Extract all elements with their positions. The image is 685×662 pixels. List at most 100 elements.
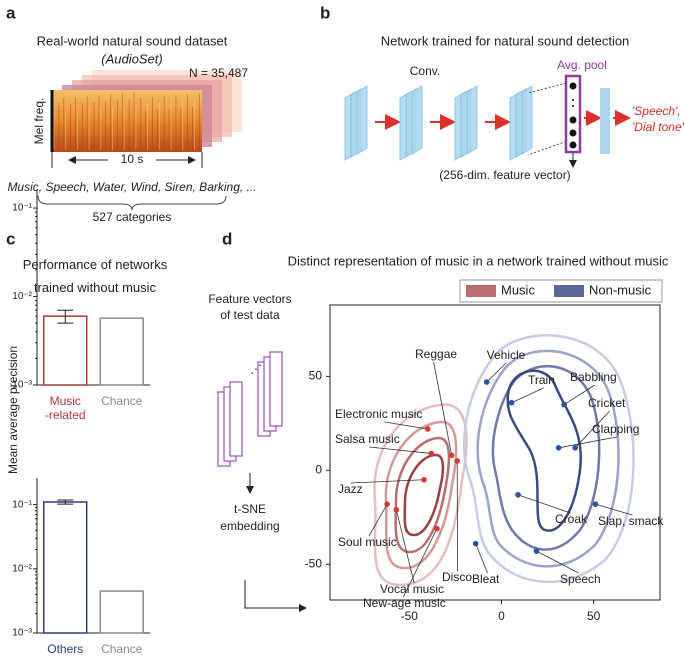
point [428,450,435,457]
leader-line [433,361,453,456]
point-label: Soul music [338,535,397,549]
brace [37,195,227,211]
point-label: Reggae [415,347,457,361]
point-label: New-age music [363,596,446,610]
point [561,401,567,408]
output-label: 'Speech', [632,104,681,118]
point [421,476,427,483]
conv-map [466,85,478,155]
leader-line [558,436,617,449]
point [448,452,455,459]
y-tick-label: 50 [309,369,323,383]
conv-label: Conv. [410,64,440,78]
y-tick-label: 10⁻² [12,291,32,302]
point-label: Electronic music [335,407,422,421]
point [424,426,431,432]
conv-map [356,85,368,155]
leader-line [395,509,415,584]
examples: Music, Speech, Water, Wind, Siren, Barki… [7,180,256,194]
point [508,399,515,406]
panel-letter: d [222,229,232,248]
point [515,491,521,498]
point-label: Slap, smack [598,514,664,528]
leader-line [350,479,425,484]
leader-line [595,503,633,516]
leader-line [486,362,507,383]
bar [43,501,88,634]
x-tick-label: 50 [587,609,601,623]
panel-title: Real-world natural sound dataset [37,33,228,48]
point-label: Bleat [472,572,500,586]
point [434,525,440,532]
panel-title: Performance of networks trained without m… [23,257,168,295]
n-label: N = 35,487 [189,66,248,80]
conv-map [521,85,533,155]
plot-frame [329,304,661,601]
point-label: Vocal music [380,582,444,596]
conv-map [411,85,423,155]
panel-letter: a [6,3,16,22]
point-label: Salsa music [335,432,400,446]
x-tick-label: 0 [498,609,505,623]
leader-line [574,410,610,449]
legend-label: Music [501,282,535,297]
feature-vectors: ⋰ [217,351,283,467]
x-tick-label: Music -related [45,394,86,422]
point-label: Vehicle [487,348,526,362]
y-tick-label: 10⁻¹ [12,203,32,214]
bar [99,590,144,634]
x-tick-label: Chance [101,642,143,656]
point [533,548,540,554]
output-layer [600,88,610,154]
leader-line [475,543,488,574]
panel-letter: c [6,229,15,248]
panel-title: Network trained for natural sound detect… [381,33,630,48]
point-label: Babbling [570,370,617,384]
legend-label: Non-music [589,282,652,297]
y-tick-label: 10⁻² [12,563,32,574]
x-tick-label: Others [47,642,83,656]
leader-line [517,494,571,514]
leader-line [511,387,544,404]
y-label: Mel freq. [32,98,46,145]
pool [527,74,582,156]
leader-line [536,550,579,574]
point-label: Train [528,373,555,387]
point-label: Jazz [338,482,363,496]
feature-label: Feature vectors of test data [208,292,291,322]
bar [99,317,144,386]
feature-label: (256-dim. feature vector) [439,168,570,182]
point [454,458,461,464]
x-tick-label: -50 [401,609,419,623]
svg-text:⋰: ⋰ [250,362,262,376]
panel-title: Distinct representation of music in a ne… [288,253,669,268]
point [592,501,599,507]
y-label: Mean average precision [6,346,20,474]
point [393,507,400,513]
pool-label: Avg. pool [557,58,607,72]
bar [43,315,88,386]
leader-line [402,528,438,598]
legend-swatch [554,285,584,297]
density-contours [373,334,635,587]
conv-layers [344,85,533,161]
duration: 10 s [121,152,144,166]
point [483,379,490,385]
x-tick-label: Chance [101,394,143,408]
legend-swatch [466,285,496,297]
point [572,445,578,451]
y-tick-label: 0 [315,463,322,477]
panel-letter: b [320,3,330,22]
y-tick-label: 10⁻³ [12,628,32,639]
output-label: 'Dial tone' [632,120,685,134]
y-tick-label: 10⁻³ [12,380,32,391]
leader-line [384,421,428,430]
leader-line [563,384,596,405]
leader-line [369,446,432,454]
axes-icon [244,580,307,612]
point-label: Disco [442,570,472,584]
point-label: Speech [560,572,601,586]
point [472,540,479,547]
leader-line [368,503,388,537]
